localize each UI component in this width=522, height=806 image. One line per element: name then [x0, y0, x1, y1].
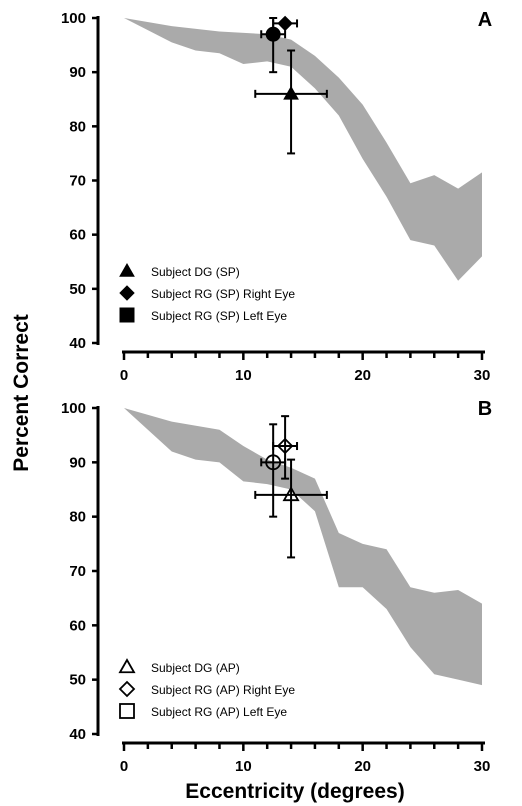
y-tick-label: 100	[61, 400, 86, 417]
x-tick-label: 10	[235, 758, 252, 775]
legend-label: Subject RG (SP) Right Eye	[151, 287, 295, 301]
legend-marker-diamond	[118, 680, 136, 698]
x-tick-label: 30	[474, 367, 491, 384]
data-point-triangle	[282, 486, 300, 502]
y-axis-title: Percent Correct	[10, 314, 33, 472]
data-point-diamond	[276, 437, 294, 455]
x-tick-label: 20	[354, 758, 371, 775]
normal-range-band	[124, 18, 482, 281]
legend-marker-square	[119, 307, 135, 323]
legend-marker-square	[119, 703, 135, 719]
normal-range-band	[124, 408, 482, 686]
legend-label: Subject DG (AP)	[151, 661, 240, 675]
x-axis-title: Eccentricity (degrees)	[185, 780, 404, 803]
panel-letter: B	[478, 398, 492, 420]
y-tick-label: 90	[69, 64, 86, 81]
x-tick-label: 20	[354, 367, 371, 384]
panel-letter: A	[478, 9, 492, 31]
legend-label: Subject DG (SP)	[151, 265, 240, 279]
panel-a: 40 50 60 70 80 90 100 0 10 20 30 A Subject DG (SP) Su…	[61, 9, 492, 384]
y-tick-label: 50	[69, 281, 86, 298]
y-tick-label: 40	[69, 726, 86, 743]
y-tick-label: 50	[69, 672, 86, 689]
y-tick-label: 70	[69, 173, 86, 190]
x-tick-label: 30	[474, 758, 491, 775]
legend-marker-diamond	[119, 285, 135, 301]
legend-marker-triangle	[119, 262, 135, 277]
legend-label: Subject RG (AP) Right Eye	[151, 683, 295, 697]
y-tick-label: 60	[69, 617, 86, 634]
legend-label: Subject RG (AP) Left Eye	[151, 705, 287, 719]
y-tick-label: 100	[61, 10, 86, 27]
y-tick-label: 90	[69, 454, 86, 471]
data-point-square	[265, 26, 281, 42]
data-point-triangle	[283, 85, 299, 100]
y-tick-label: 70	[69, 563, 86, 580]
y-tick-label: 60	[69, 227, 86, 244]
legend-marker-triangle	[118, 658, 136, 674]
data-point-square	[265, 454, 282, 471]
panel-b: 40 50 60 70 80 90 100 0 10 20 30 B Subject DG (AP) Su…	[61, 398, 492, 775]
x-tick-label: 0	[120, 367, 128, 384]
y-tick-label: 80	[69, 509, 86, 526]
y-tick-label: 40	[69, 335, 86, 352]
legend-label: Subject RG (SP) Left Eye	[151, 309, 287, 323]
data-point-diamond	[277, 15, 293, 32]
y-tick-label: 80	[69, 118, 86, 135]
x-tick-label: 0	[120, 758, 128, 775]
x-tick-label: 10	[235, 367, 252, 384]
